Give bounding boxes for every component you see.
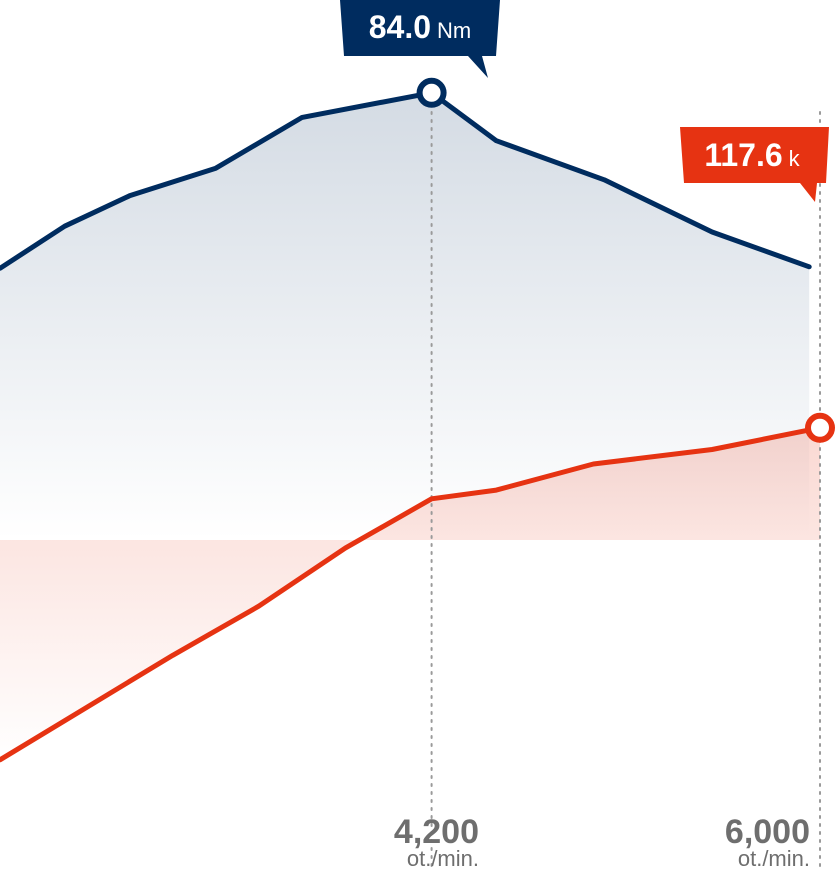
- power-area: [0, 427, 820, 760]
- power-callout-text: 117.6 k: [704, 137, 800, 173]
- power-peak-callout: 117.6 k: [680, 127, 829, 202]
- torque-area: [0, 92, 810, 541]
- torque-callout-text: 84.0 Nm: [369, 9, 472, 45]
- power-peak-point: [805, 412, 835, 443]
- tick-unit-4200: ot./min.: [407, 846, 479, 871]
- tick-label-6000: 6,000: [725, 813, 810, 851]
- peak-points: [416, 77, 835, 443]
- series-lines: [0, 90, 823, 763]
- power-peak-value: 117.6: [704, 137, 782, 173]
- power-callout-box: [680, 127, 829, 202]
- tick-label-4200: 4,200: [394, 813, 479, 851]
- torque-peak-unit: Nm: [437, 18, 471, 43]
- torque-peak-point: [416, 77, 447, 108]
- torque-line: [0, 90, 812, 271]
- tick-unit-6000: ot./min.: [738, 846, 810, 871]
- rpm-markers: [430, 111, 821, 869]
- torque-peak-value: 84.0: [369, 9, 431, 45]
- torque-peak-callout: 84.0 Nm: [340, 0, 500, 78]
- torque-callout-box: [340, 0, 500, 78]
- power-line: [0, 425, 823, 763]
- area-fills: [0, 92, 820, 760]
- power-peak-unit: k: [789, 146, 801, 171]
- x-axis-tick-labels: 4,200 ot./min. 6,000 ot./min.: [394, 813, 810, 871]
